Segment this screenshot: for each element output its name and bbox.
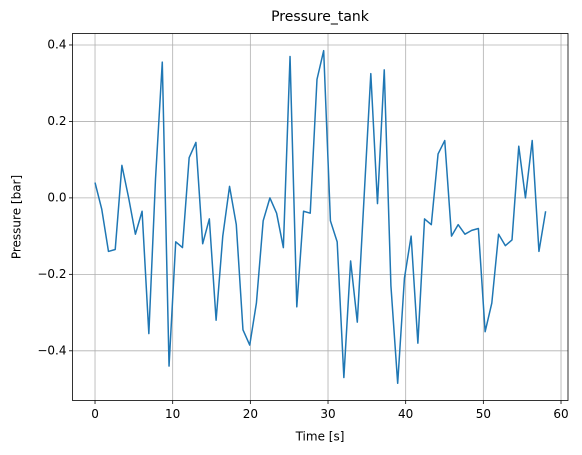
y-tick-label: 0.0 [47,190,66,204]
x-tick-label: 20 [243,407,258,421]
x-tick-label: 60 [553,407,568,421]
x-tick-label: 30 [320,407,335,421]
y-axis-label: Pressure [bar] [10,175,24,259]
x-tick-label: 0 [91,407,99,421]
x-tick-label: 50 [476,407,491,421]
y-tick-label: −0.2 [37,267,66,281]
plot-frame [72,33,569,401]
x-tick-label: 10 [165,407,180,421]
x-tick-label: 40 [398,407,413,421]
y-tick-label: 0.4 [47,37,66,51]
chart-title: Pressure_tank [271,9,370,25]
y-tick-label: 0.2 [47,114,66,128]
x-axis-label: Time [s] [295,430,345,444]
y-tick-label: −0.4 [37,343,66,357]
data-line [94,49,547,385]
